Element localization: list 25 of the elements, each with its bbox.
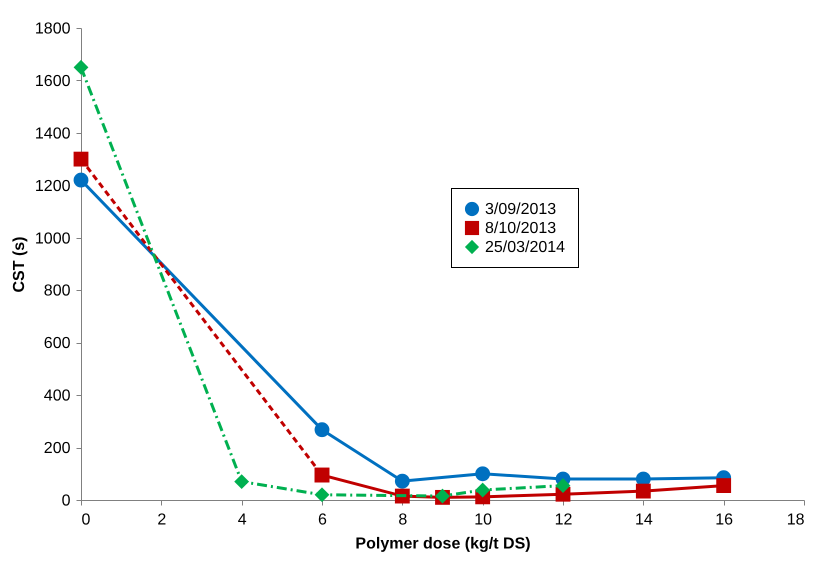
x-tick-label: 2 xyxy=(157,512,166,528)
y-tick-label: 1200 xyxy=(34,178,71,195)
legend-label: 8/10/2013 xyxy=(485,220,556,237)
y-tick-label: 1400 xyxy=(34,125,71,142)
x-tick-label: 0 xyxy=(82,512,90,528)
x-tick-label: 12 xyxy=(554,512,572,528)
y-tick-label: 400 xyxy=(44,388,71,405)
x-tick-label: 4 xyxy=(238,512,247,528)
x-tick-label: 8 xyxy=(398,512,408,528)
x-tick-label: 6 xyxy=(318,512,328,528)
x-tick-label: 10 xyxy=(474,512,492,528)
y-tick-label: 1600 xyxy=(34,72,71,90)
x-axis-title: Polymer dose (kg/t DS) xyxy=(355,536,531,552)
x-tick-label: 16 xyxy=(715,512,734,528)
y-tick-label: 800 xyxy=(44,282,71,300)
legend-label: 3/09/2013 xyxy=(485,201,556,218)
y-axis-title: CST (s) xyxy=(10,236,28,292)
y-tick-label: 1000 xyxy=(34,230,71,248)
y-tick-label: 0 xyxy=(62,492,71,510)
legend-label: 25/03/2014 xyxy=(485,239,566,256)
x-tick-label: 14 xyxy=(634,512,653,528)
y-tick-label: 1800 xyxy=(34,20,71,38)
x-tick-label: 18 xyxy=(786,512,805,528)
y-tick-label: 200 xyxy=(44,440,71,458)
y-tick-label: 600 xyxy=(44,335,71,352)
